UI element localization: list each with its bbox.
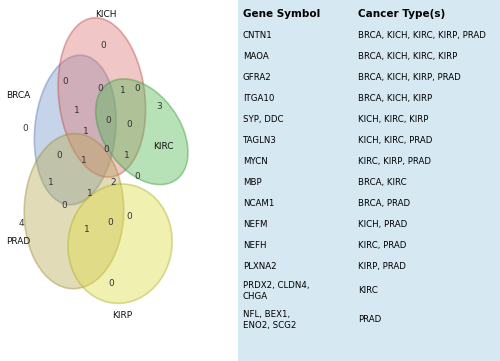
Text: SYP, DDC: SYP, DDC bbox=[243, 115, 283, 124]
Text: 0: 0 bbox=[56, 151, 62, 160]
Ellipse shape bbox=[96, 79, 188, 184]
Text: 0: 0 bbox=[100, 41, 106, 49]
Text: BRCA, KICH, KIRP: BRCA, KICH, KIRP bbox=[358, 94, 432, 103]
Text: 0: 0 bbox=[108, 218, 113, 226]
Text: NFL, BEX1,
ENO2, SCG2: NFL, BEX1, ENO2, SCG2 bbox=[243, 310, 296, 330]
Text: 2: 2 bbox=[110, 178, 116, 187]
Text: BRCA, KICH, KIRC, KIRP, PRAD: BRCA, KICH, KIRC, KIRP, PRAD bbox=[358, 31, 486, 40]
Text: KICH, PRAD: KICH, PRAD bbox=[358, 220, 408, 229]
Text: 0: 0 bbox=[98, 84, 103, 93]
Text: MYCN: MYCN bbox=[243, 157, 268, 166]
Text: GFRA2: GFRA2 bbox=[243, 73, 272, 82]
Text: KIRP: KIRP bbox=[112, 312, 132, 320]
Text: 0: 0 bbox=[108, 279, 114, 288]
Text: 1: 1 bbox=[48, 178, 54, 187]
Text: 1: 1 bbox=[84, 225, 90, 234]
Text: Gene Symbol: Gene Symbol bbox=[243, 9, 320, 19]
Text: Cancer Type(s): Cancer Type(s) bbox=[358, 9, 446, 19]
Text: 1: 1 bbox=[81, 156, 86, 165]
Text: NCAM1: NCAM1 bbox=[243, 199, 274, 208]
Text: PLXNA2: PLXNA2 bbox=[243, 262, 276, 270]
Text: KIRP, PRAD: KIRP, PRAD bbox=[358, 262, 406, 270]
Ellipse shape bbox=[34, 55, 116, 205]
Text: PRDX2, CLDN4,
CHGA: PRDX2, CLDN4, CHGA bbox=[243, 281, 309, 301]
Text: KIRC: KIRC bbox=[358, 287, 378, 295]
Text: KICH: KICH bbox=[94, 10, 116, 19]
Text: BRCA: BRCA bbox=[6, 91, 30, 100]
Text: 0: 0 bbox=[105, 117, 111, 125]
Text: KIRC: KIRC bbox=[154, 142, 174, 151]
Text: KICH, KIRC, PRAD: KICH, KIRC, PRAD bbox=[358, 136, 432, 145]
Text: BRCA, KIRC: BRCA, KIRC bbox=[358, 178, 407, 187]
Text: 0: 0 bbox=[62, 77, 68, 86]
Text: BRCA, KICH, KIRC, KIRP: BRCA, KICH, KIRC, KIRP bbox=[358, 52, 458, 61]
Text: 0: 0 bbox=[127, 120, 132, 129]
Text: TAGLN3: TAGLN3 bbox=[243, 136, 276, 145]
Text: 0: 0 bbox=[134, 84, 140, 93]
Ellipse shape bbox=[24, 134, 124, 289]
Text: BRCA, PRAD: BRCA, PRAD bbox=[358, 199, 410, 208]
Text: KIRC, PRAD: KIRC, PRAD bbox=[358, 241, 406, 249]
Text: KIRC, KIRP, PRAD: KIRC, KIRP, PRAD bbox=[358, 157, 431, 166]
Text: PRAD: PRAD bbox=[6, 238, 30, 246]
Text: 0: 0 bbox=[62, 201, 67, 210]
Text: 0: 0 bbox=[127, 212, 132, 221]
Text: 1: 1 bbox=[124, 151, 130, 160]
Text: 1: 1 bbox=[87, 189, 92, 197]
Ellipse shape bbox=[68, 184, 172, 303]
Text: PRAD: PRAD bbox=[358, 316, 382, 324]
Text: KICH, KIRC, KIRP: KICH, KIRC, KIRP bbox=[358, 115, 428, 124]
Text: 1: 1 bbox=[120, 86, 126, 95]
Text: 1: 1 bbox=[83, 127, 89, 136]
Text: MBP: MBP bbox=[243, 178, 262, 187]
Text: 3: 3 bbox=[156, 102, 162, 111]
Text: CNTN1: CNTN1 bbox=[243, 31, 272, 40]
Text: 0: 0 bbox=[104, 145, 110, 154]
Text: 4: 4 bbox=[19, 219, 24, 228]
Text: ITGA10: ITGA10 bbox=[243, 94, 274, 103]
Text: 1: 1 bbox=[74, 106, 80, 114]
Text: MAOA: MAOA bbox=[243, 52, 268, 61]
Text: NEFM: NEFM bbox=[243, 220, 267, 229]
Ellipse shape bbox=[58, 18, 146, 177]
Text: 0: 0 bbox=[22, 124, 28, 132]
Text: NEFH: NEFH bbox=[243, 241, 266, 249]
Text: BRCA, KICH, KIRP, PRAD: BRCA, KICH, KIRP, PRAD bbox=[358, 73, 461, 82]
Text: 0: 0 bbox=[134, 173, 140, 181]
FancyBboxPatch shape bbox=[238, 0, 500, 361]
